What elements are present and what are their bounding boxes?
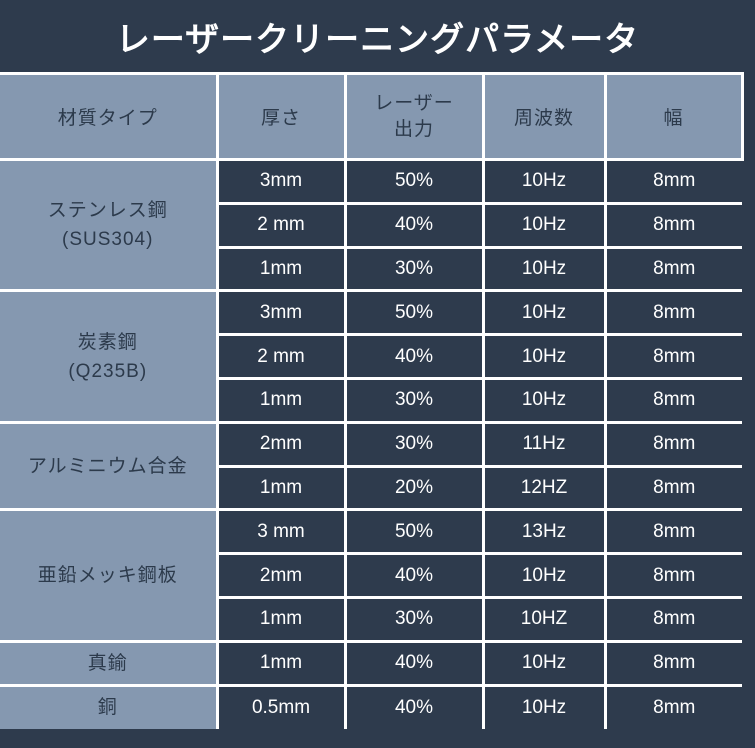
cell-frequency: 13Hz [481, 508, 607, 556]
cell-power: 40% [343, 552, 485, 599]
material-cell: 炭素鋼 (Q235B) [0, 289, 219, 424]
cell-width: 8mm [603, 464, 742, 512]
cell-frequency: 11Hz [481, 420, 607, 468]
cell-power: 40% [343, 683, 485, 729]
material-cell: 真鍮 [0, 639, 219, 687]
material-line: ステンレス鋼 [47, 200, 168, 222]
cell-frequency: 10Hz [481, 376, 607, 424]
table-row: 2 mm 40% 10Hz 8mm [0, 201, 742, 249]
table-row: 1mm 20% 12HZ 8mm [0, 464, 742, 512]
cell-width: 8mm [603, 158, 742, 205]
col-header-laser-power: レーザー 出力 [343, 72, 485, 161]
cell-power: 30% [343, 420, 485, 468]
cell-thickness: 1mm [215, 376, 347, 424]
table-row: 1mm 30% 10Hz 8mm [0, 245, 742, 293]
cell-width: 8mm [603, 201, 742, 249]
table-row: 2mm 40% 10Hz 8mm [0, 552, 742, 599]
cell-thickness: 1mm [215, 245, 347, 293]
material-line: (SUS304) [62, 229, 154, 251]
cell-frequency: 10Hz [481, 201, 607, 249]
cell-width: 8mm [603, 376, 742, 424]
cell-width: 8mm [603, 683, 742, 729]
table-row: 1mm 30% 10Hz 8mm [0, 376, 742, 424]
material-line: 銅 [97, 697, 118, 719]
col-header-laser-power-line1: レーザー [374, 92, 454, 114]
table-row: アルミニウム合金 2mm 30% 11Hz 8mm [0, 420, 742, 512]
col-header-laser-power-line2: 出力 [393, 118, 434, 140]
cell-width: 8mm [603, 420, 742, 468]
table-row: 銅 0.5mm 40% 10Hz 8mm [0, 683, 742, 729]
material-line: アルミニウム合金 [27, 455, 188, 477]
cell-thickness: 3mm [215, 158, 347, 205]
cell-thickness: 2 mm [215, 333, 347, 380]
cell-thickness: 2 mm [215, 201, 347, 249]
cell-frequency: 10Hz [481, 158, 607, 205]
cell-frequency: 10Hz [481, 683, 607, 729]
material-cell: 亜鉛メッキ鋼板 [0, 508, 219, 643]
cell-width: 8mm [603, 245, 742, 293]
cell-power: 50% [343, 508, 485, 556]
cell-power: 20% [343, 464, 485, 512]
cell-power: 30% [343, 595, 485, 643]
cell-thickness: 1mm [215, 595, 347, 643]
cell-thickness: 3mm [215, 289, 347, 337]
material-line: (Q235B) [68, 360, 148, 382]
cell-frequency: 12HZ [481, 464, 607, 512]
cell-frequency: 10Hz [481, 333, 607, 380]
material-cell: ステンレス鋼 (SUS304) [0, 157, 219, 293]
cell-power: 40% [343, 639, 485, 687]
table-row: 亜鉛メッキ鋼板 3 mm 50% 13Hz 8mm [0, 508, 742, 643]
col-header-material: 材質タイプ [0, 72, 219, 161]
cell-thickness: 1mm [215, 464, 347, 512]
cell-power: 40% [343, 201, 485, 249]
col-header-width: 幅 [603, 72, 744, 161]
cell-width: 8mm [603, 552, 742, 599]
laser-cleaning-parameters-page: レーザークリーニングパラメータ 材質タイプ 厚さ レーザー 出力 周波数 幅 ス… [0, 20, 744, 729]
col-header-thickness: 厚さ [215, 72, 347, 161]
cell-power: 30% [343, 245, 485, 293]
cell-power: 40% [343, 333, 485, 380]
table-row: 2 mm 40% 10Hz 8mm [0, 333, 742, 380]
table-row: 炭素鋼 (Q235B) 3mm 50% 10Hz 8mm [0, 289, 742, 424]
cell-width: 8mm [603, 595, 742, 643]
cell-frequency: 10Hz [481, 245, 607, 293]
cell-width: 8mm [603, 333, 742, 380]
material-line: 炭素鋼 [77, 331, 138, 353]
cell-frequency: 10Hz [481, 289, 607, 337]
cell-frequency: 10Hz [481, 639, 607, 687]
parameters-table: 材質タイプ 厚さ レーザー 出力 周波数 幅 ステンレス鋼 (SUS304) 3mm… [0, 72, 744, 729]
cell-thickness: 2mm [215, 420, 347, 468]
cell-thickness: 2mm [215, 552, 347, 599]
cell-power: 50% [343, 289, 485, 337]
material-cell: 銅 [0, 683, 219, 729]
cell-width: 8mm [603, 289, 742, 337]
cell-width: 8mm [603, 508, 742, 556]
cell-power: 30% [343, 376, 485, 424]
table-row: 1mm 30% 10HZ 8mm [0, 595, 742, 643]
material-line: 亜鉛メッキ鋼板 [37, 565, 178, 587]
cell-width: 8mm [603, 639, 742, 687]
cell-thickness: 0.5mm [215, 683, 347, 729]
page-title: レーザークリーニングパラメータ [115, 20, 640, 59]
header-row: 材質タイプ 厚さ レーザー 出力 周波数 幅 [0, 72, 744, 161]
material-cell: アルミニウム合金 [0, 420, 219, 512]
cell-frequency: 10HZ [481, 595, 607, 643]
cell-thickness: 1mm [215, 639, 347, 687]
table-row: 真鍮 1mm 40% 10Hz 8mm [0, 639, 742, 687]
cell-frequency: 10Hz [481, 552, 607, 599]
cell-power: 50% [343, 158, 485, 205]
material-line: 真鍮 [87, 652, 128, 674]
cell-thickness: 3 mm [215, 508, 347, 556]
table-row: ステンレス鋼 (SUS304) 3mm 50% 10Hz 8mm [0, 157, 742, 293]
col-header-frequency: 周波数 [481, 72, 607, 161]
